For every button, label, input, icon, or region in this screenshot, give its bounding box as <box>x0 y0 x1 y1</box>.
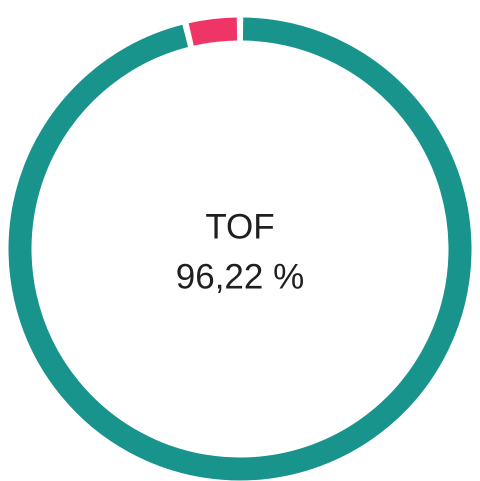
center-label: TOF <box>205 207 274 246</box>
center-value: 96,22 % <box>176 257 304 296</box>
donut-segment <box>188 17 238 46</box>
donut-segment <box>8 17 472 481</box>
